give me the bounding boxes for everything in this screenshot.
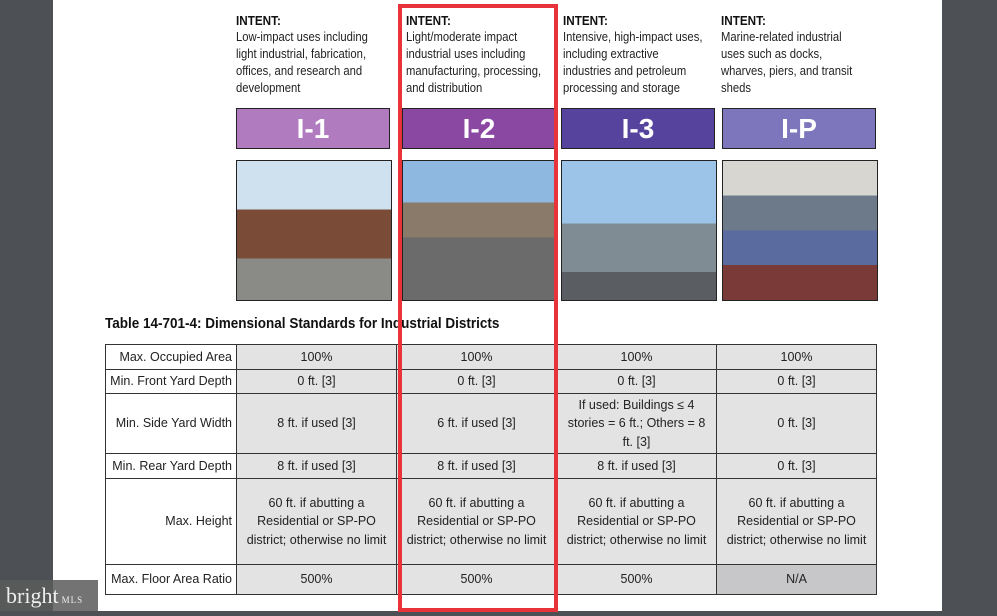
intent-i2: INTENT: Light/moderate impact industrial …	[406, 13, 542, 95]
cell: 100%	[236, 344, 397, 370]
cell: 100%	[716, 344, 877, 370]
cell: 0 ft. [3]	[396, 369, 557, 394]
cell: 0 ft. [3]	[556, 369, 717, 394]
cell: 500%	[396, 564, 557, 595]
cell: 6 ft. if used [3]	[396, 393, 557, 454]
table-row: Max. Height 60 ft. if abutting a Residen…	[105, 478, 877, 565]
table-row: Max. Occupied Area 100% 100% 100% 100%	[105, 344, 877, 370]
banner-i2: I-2	[402, 108, 556, 149]
cell: 60 ft. if abutting a Residential or SP-P…	[396, 478, 557, 565]
cell: 60 ft. if abutting a Residential or SP-P…	[716, 478, 877, 565]
cell: If used: Buildings ≤ 4 stories = 6 ft.; …	[556, 393, 717, 454]
photo-i2-street-warehouses	[402, 160, 558, 301]
table-row: Min. Front Yard Depth 0 ft. [3] 0 ft. [3…	[105, 369, 877, 394]
cell: 60 ft. if abutting a Residential or SP-P…	[556, 478, 717, 565]
banner-i1: I-1	[236, 108, 390, 149]
cell: 8 ft. if used [3]	[556, 453, 717, 479]
photo-i3-refinery	[561, 160, 717, 301]
cell: 500%	[236, 564, 397, 595]
cell: 0 ft. [3]	[716, 369, 877, 394]
cell: 0 ft. [3]	[236, 369, 397, 394]
row-label: Min. Side Yard Width	[105, 393, 237, 454]
cell: 8 ft. if used [3]	[396, 453, 557, 479]
row-label: Max. Floor Area Ratio	[105, 564, 237, 595]
bright-mls-watermark: bright MLS	[0, 580, 98, 611]
banner-ip: I-P	[722, 108, 876, 149]
intent-i1: INTENT: Low-impact uses including light i…	[236, 13, 368, 95]
i2-highlight-box	[398, 4, 558, 612]
table-row: Max. Floor Area Ratio 500% 500% 500% N/A	[105, 564, 877, 595]
cell: N/A	[716, 564, 877, 595]
row-label: Max. Height	[105, 478, 237, 565]
cell: 60 ft. if abutting a Residential or SP-P…	[236, 478, 397, 565]
table-row: Min. Rear Yard Depth 8 ft. if used [3] 8…	[105, 453, 877, 479]
intent-i3: INTENT: Intensive, high-impact uses, incl…	[563, 13, 703, 95]
banner-i3: I-3	[561, 108, 715, 149]
cell: 100%	[556, 344, 717, 370]
row-label: Min. Front Yard Depth	[105, 369, 237, 394]
row-label: Max. Occupied Area	[105, 344, 237, 370]
cell: 500%	[556, 564, 717, 595]
photo-ip-port	[722, 160, 878, 301]
row-label: Min. Rear Yard Depth	[105, 453, 237, 479]
photo-i1-industrial-building	[236, 160, 392, 301]
table-row: Min. Side Yard Width 8 ft. if used [3] 6…	[105, 393, 877, 454]
intent-ip: INTENT: Marine-related industrial uses su…	[721, 13, 853, 95]
dimensional-standards-table: Max. Occupied Area 100% 100% 100% 100% M…	[105, 344, 877, 595]
cell: 100%	[396, 344, 557, 370]
cell: 8 ft. if used [3]	[236, 393, 397, 454]
cell: 8 ft. if used [3]	[236, 453, 397, 479]
cell: 0 ft. [3]	[716, 453, 877, 479]
cell: 0 ft. [3]	[716, 393, 877, 454]
